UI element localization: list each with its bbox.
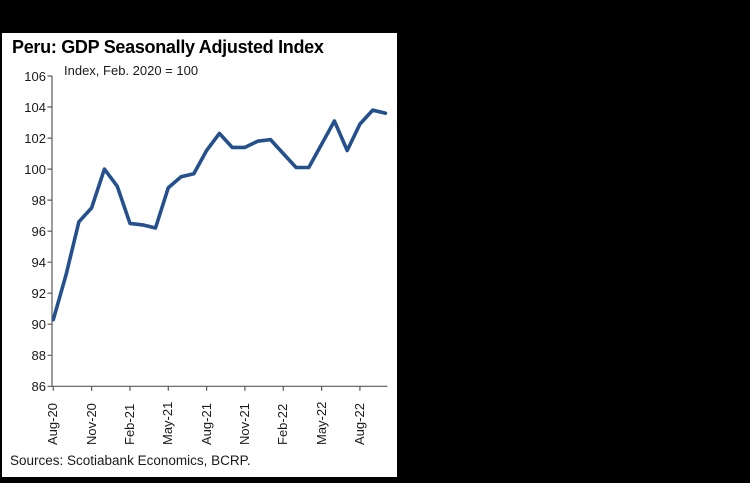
chart-panel: Peru: GDP Seasonally Adjusted Index Inde… [2,33,397,477]
bottom-black-bar [0,477,750,483]
y-axis-tick-label: 98 [31,192,46,208]
x-axis-tick-label: Feb-21 [122,403,137,445]
y-axis-tick-label: 88 [31,347,46,363]
right-black-area [397,0,750,483]
x-axis-tick-label: Aug-22 [351,403,367,445]
y-axis-tick-label: 104 [24,99,46,115]
y-axis-tick-label: 92 [31,285,46,301]
x-axis-tick-label: Nov-21 [236,403,252,445]
x-axis-tick-label: Aug-20 [45,403,61,445]
y-axis-tick-label: 94 [31,254,46,270]
y-axis-tick-label: 90 [31,316,46,332]
y-axis-tick-label: 106 [24,68,46,84]
x-axis-tick-label: Nov-20 [83,403,99,445]
y-axis-tick-label: 96 [31,223,46,239]
x-axis-tick-label: Feb-22 [275,403,291,445]
chart-canvas [47,75,388,391]
chart-title: Peru: GDP Seasonally Adjusted Index [12,37,324,57]
y-axis-tick-label: 100 [24,161,46,177]
x-axis-tick-label: May-21 [160,401,176,445]
x-axis-tick-label: Aug-21 [198,403,214,445]
chart-source: Sources: Scotiabank Economics, BCRP. [10,453,251,468]
y-axis-tick-label: 102 [24,130,46,146]
x-axis-tick-label: May-22 [313,401,329,445]
gdp-line-series [51,108,388,322]
chart-subtitle: Index, Feb. 2020 = 100 [64,63,199,78]
y-axis-tick-label: 86 [31,378,46,394]
axes [47,75,388,391]
